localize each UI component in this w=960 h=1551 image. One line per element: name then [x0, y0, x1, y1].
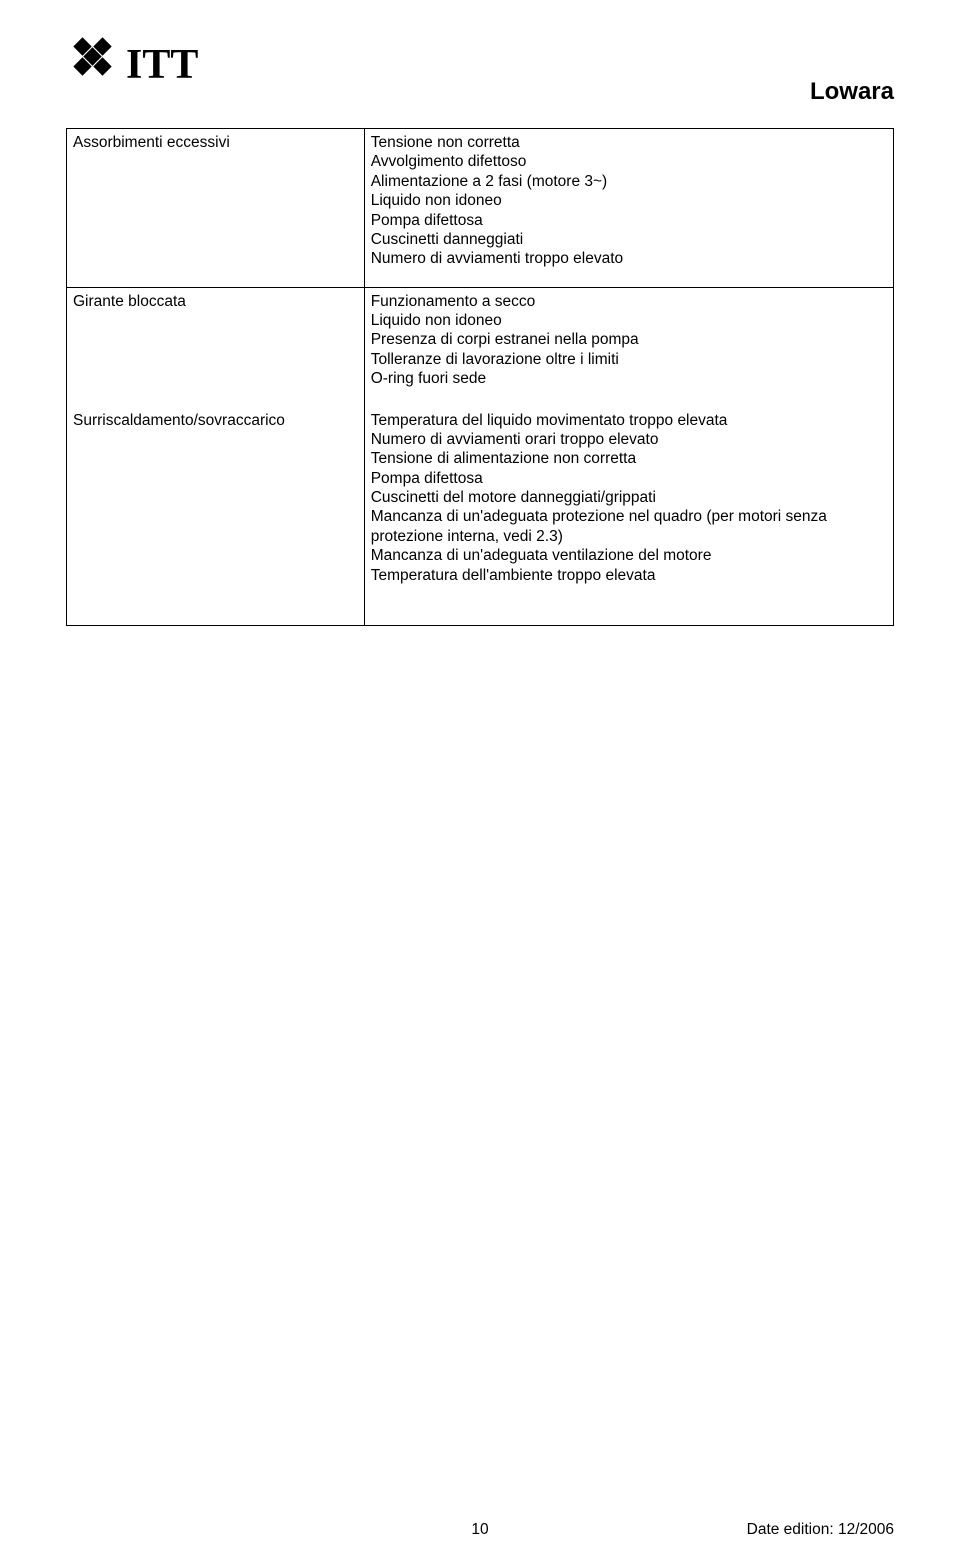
cause-line: Mancanza di un'adeguata protezione nel q…: [371, 507, 887, 546]
cause-line: Liquido non idoneo: [371, 191, 887, 210]
cause-line: O-ring fuori sede: [371, 369, 887, 388]
cause-line: Numero di avviamenti orari troppo elevat…: [371, 430, 887, 449]
troubleshooting-table: Assorbimenti eccessiviTensione non corre…: [66, 128, 894, 626]
edition-date: Date edition: 12/2006: [747, 1521, 894, 1539]
cause-line: Avvolgimento difettoso: [371, 152, 887, 171]
cause-line: Mancanza di un'adeguata ventilazione del…: [371, 546, 887, 565]
cause-line: Tensione non corretta: [371, 133, 887, 152]
problem-cell: Assorbimenti eccessivi: [67, 129, 365, 288]
problem-cell: Surriscaldamento/sovraccarico: [67, 407, 365, 626]
cause-line: Cuscinetti del motore danneggiati/grippa…: [371, 488, 887, 507]
cause-line: Pompa difettosa: [371, 469, 887, 488]
page-header: ITT Lowara: [66, 34, 894, 128]
cause-line: Pompa difettosa: [371, 211, 887, 230]
causes-cell: Funzionamento a seccoLiquido non idoneoP…: [364, 287, 893, 406]
causes-cell: Temperatura del liquido movimentato trop…: [364, 407, 893, 626]
itt-logo: ITT: [70, 34, 230, 94]
brand-right: Lowara: [810, 78, 894, 106]
cause-line: Funzionamento a secco: [371, 292, 887, 311]
logo-text: ITT: [126, 42, 198, 88]
cause-line: Alimentazione a 2 fasi (motore 3~): [371, 172, 887, 191]
cause-line: Cuscinetti danneggiati: [371, 230, 887, 249]
problem-cell: Girante bloccata: [67, 287, 365, 406]
cause-line: Liquido non idoneo: [371, 311, 887, 330]
cause-line: Temperatura del liquido movimentato trop…: [371, 411, 887, 430]
page-number: 10: [471, 1521, 488, 1539]
cause-line: Tolleranze di lavorazione oltre i limiti: [371, 350, 887, 369]
cause-line: Temperatura dell'ambiente troppo elevata: [371, 566, 887, 585]
cause-line: Numero di avviamenti troppo elevato: [371, 249, 887, 268]
cause-line: Presenza di corpi estranei nella pompa: [371, 330, 887, 349]
causes-cell: Tensione non correttaAvvolgimento difett…: [364, 129, 893, 288]
cause-line: Tensione di alimentazione non corretta: [371, 449, 887, 468]
